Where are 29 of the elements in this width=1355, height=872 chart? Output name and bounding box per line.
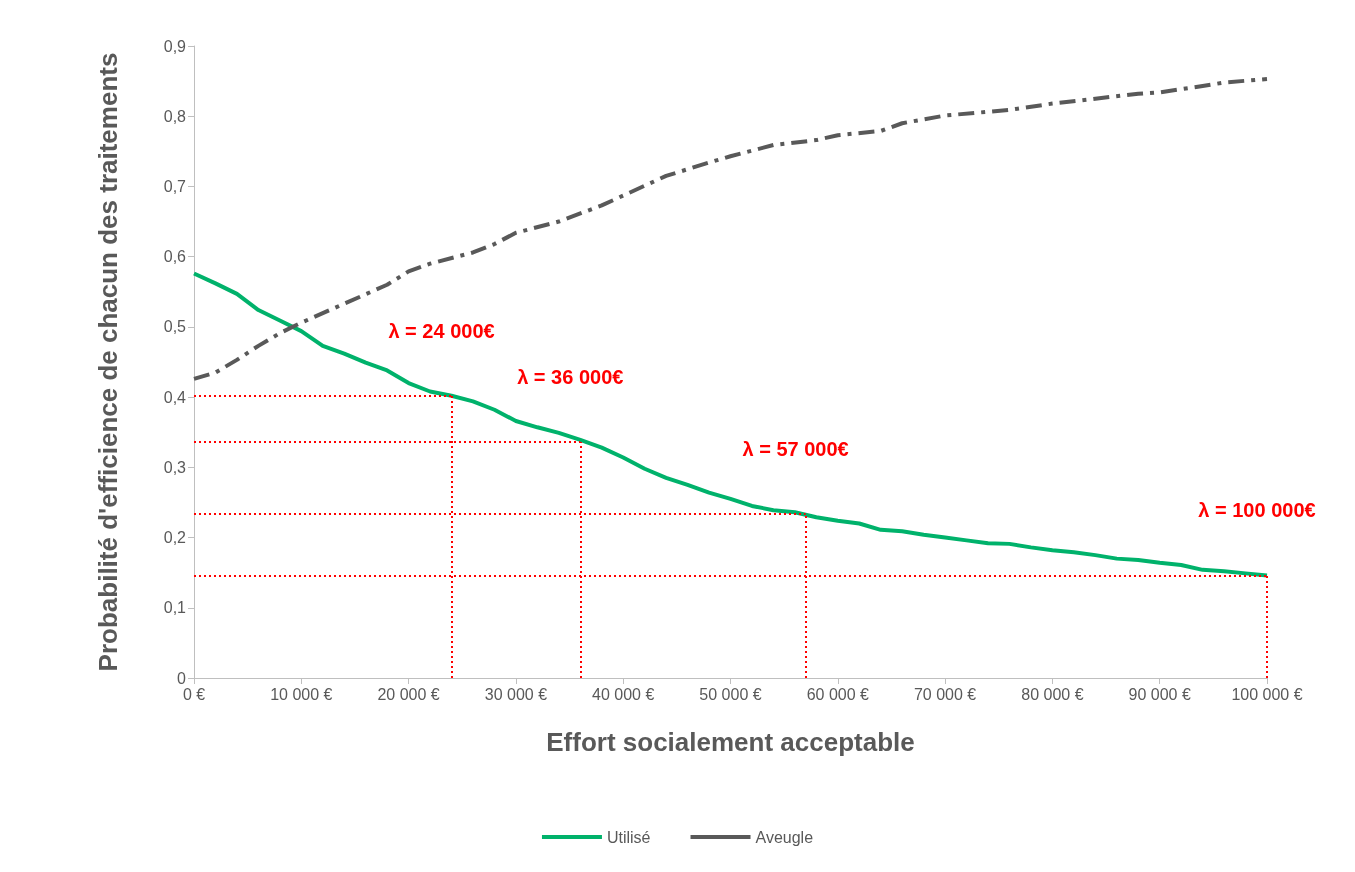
- x-tick-label: 100 000 €: [1231, 685, 1303, 703]
- y-tick-label: 0,4: [163, 388, 187, 406]
- legend-label: Utilisé: [606, 828, 651, 846]
- legend-label: Aveugle: [755, 828, 814, 846]
- y-tick-label: 0,3: [163, 458, 187, 476]
- x-tick-label: 60 000 €: [806, 685, 870, 703]
- x-tick-label: 90 000 €: [1128, 685, 1191, 703]
- y-tick-label: 0,6: [163, 248, 187, 266]
- y-tick-label: 0,1: [163, 599, 187, 617]
- ref-line-label: λ = 24 000€: [388, 319, 495, 342]
- y-tick-label: 0,9: [163, 37, 187, 55]
- y-tick-label: 0,2: [163, 529, 187, 547]
- x-tick-label: 10 000 €: [270, 685, 333, 703]
- ref-line-label: λ = 57 000€: [742, 437, 849, 460]
- y-tick-label: 0,8: [163, 107, 187, 125]
- x-tick-label: 20 000 €: [377, 685, 440, 703]
- y-tick-label: 0,7: [163, 177, 187, 195]
- ref-line-label: λ = 36 000€: [517, 366, 624, 389]
- x-tick-label: 80 000 €: [1021, 685, 1084, 703]
- y-axis-title: Probabilité d'efficience de chacun des traitements: [93, 52, 123, 672]
- x-axis-title: Effort socialement acceptable: [546, 727, 915, 757]
- y-tick-label: 0,5: [163, 318, 187, 336]
- x-tick-label: 30 000 €: [484, 685, 548, 703]
- ref-line-label: λ = 100 000€: [1198, 499, 1316, 522]
- x-tick-label: 0 €: [182, 685, 206, 703]
- x-tick-label: 70 000 €: [913, 685, 977, 703]
- y-tick-label: 0: [177, 669, 187, 687]
- x-tick-label: 40 000 €: [592, 685, 655, 703]
- x-tick-label: 50 000 €: [699, 685, 762, 703]
